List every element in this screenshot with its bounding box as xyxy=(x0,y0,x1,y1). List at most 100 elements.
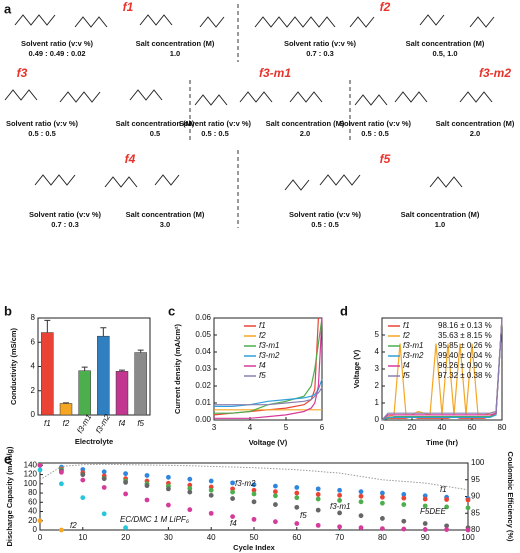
ce-line xyxy=(39,463,469,491)
y-tick-label: 0 xyxy=(31,410,36,419)
x-tick-label: 60 xyxy=(292,533,301,542)
data-point xyxy=(358,513,364,519)
data-point xyxy=(358,525,364,531)
salt-label: Salt concentration (M) xyxy=(406,39,485,48)
y2-tick-label: 100 xyxy=(471,458,485,467)
y-tick-label: 2 xyxy=(375,381,380,390)
data-point xyxy=(123,480,128,485)
y-tick-label: 0 xyxy=(375,415,380,424)
salt-concentration: 1.0 xyxy=(170,49,180,58)
formulation-name: f2 xyxy=(380,0,391,14)
x-tick-label: 4 xyxy=(248,423,253,432)
data-point xyxy=(123,491,128,497)
salt-label: Salt concentration (M) xyxy=(136,39,215,48)
salt-label: Salt concentration (M) xyxy=(436,119,515,128)
formulation-name: f5 xyxy=(380,152,391,166)
solvent-ratio: 0.7 : 0.3 xyxy=(51,220,79,229)
y-tick-label: 8 xyxy=(31,313,36,322)
formulation-name: f3-m2 xyxy=(479,66,511,80)
data-point xyxy=(251,487,257,493)
data-point xyxy=(380,494,385,500)
x-tick-label: 80 xyxy=(378,533,387,542)
legend-label: f4 xyxy=(403,361,410,370)
y-tick-label: 3 xyxy=(375,364,380,373)
molecule-skeleton xyxy=(429,176,463,188)
y-tick-label: 6 xyxy=(31,337,36,346)
bar xyxy=(134,352,147,416)
legend-label: f3-m2 xyxy=(259,351,280,360)
y-tick-label: 2 xyxy=(31,386,36,395)
bar xyxy=(97,335,110,416)
y-tick-label: 0.03 xyxy=(195,364,211,373)
data-point xyxy=(294,490,300,496)
data-point xyxy=(465,527,471,533)
molecule-skeleton xyxy=(199,16,225,28)
data-point xyxy=(315,486,321,492)
solvent-ratio-label: Solvent ratio (v:v %) xyxy=(179,119,252,128)
data-point xyxy=(401,526,407,532)
data-line xyxy=(381,317,503,421)
x-tick-label: 0 xyxy=(38,533,43,542)
y-tick-label: 40 xyxy=(28,507,37,516)
x-tick-label: 20 xyxy=(121,533,130,542)
legend-ce: 98.16 ± 0.13 % xyxy=(438,321,492,330)
molecule-skeleton xyxy=(354,94,388,106)
y-axis-label: Conductivity (mS/cm) xyxy=(9,327,18,405)
bar xyxy=(115,371,129,416)
series-label: f1 xyxy=(440,485,447,494)
data-point xyxy=(422,503,428,509)
molecule-skeleton xyxy=(74,16,108,28)
data-point xyxy=(358,489,364,495)
error-bar xyxy=(100,327,107,337)
y-tick-label: 5 xyxy=(375,330,380,339)
x-tick-label: 50 xyxy=(250,533,259,542)
data-point xyxy=(101,511,107,517)
x-tick-label: f2 xyxy=(63,419,70,428)
series-label: f2 xyxy=(70,521,77,530)
molecule-skeleton xyxy=(59,91,101,103)
salt-label: Salt concentration (M) xyxy=(116,119,195,128)
data-point xyxy=(80,477,86,483)
legend-label: f5 xyxy=(259,371,266,380)
data-point xyxy=(166,474,171,480)
data-point xyxy=(294,504,300,510)
y-tick-label: 4 xyxy=(375,347,380,356)
dividers xyxy=(189,4,351,228)
data-point xyxy=(251,516,257,522)
data-point xyxy=(80,495,86,501)
legend-label: f5 xyxy=(403,371,410,380)
y-tick-label: 80 xyxy=(28,488,37,497)
solvent-ratio-label: Solvent ratio (v:v %) xyxy=(21,39,94,48)
molecule-skeleton xyxy=(319,174,361,186)
data-point xyxy=(380,490,385,496)
data-point xyxy=(294,495,300,501)
data-point xyxy=(422,496,428,502)
solvent-ratio-label: Solvent ratio (v:v %) xyxy=(284,39,357,48)
data-point xyxy=(444,497,449,502)
salt-concentration: 2.0 xyxy=(470,129,480,138)
solvent-ratio-label: Solvent ratio (v:v %) xyxy=(6,119,79,128)
legend-label: f4 xyxy=(259,361,266,370)
formulation-name: f3 xyxy=(17,66,28,80)
salt-concentration: 1.0 xyxy=(435,220,445,229)
molecule-skeleton xyxy=(254,16,336,28)
data-point xyxy=(315,492,321,497)
molecule-skeleton xyxy=(104,176,138,188)
data-point xyxy=(144,483,150,489)
series-label: f3-m1 xyxy=(330,502,350,511)
x-tick-label: 90 xyxy=(421,533,430,542)
x-tick-label: 70 xyxy=(335,533,344,542)
legend-label: f3-m1 xyxy=(403,341,423,350)
data-point xyxy=(337,492,342,498)
data-point xyxy=(208,487,214,493)
x-tick-label: 30 xyxy=(164,533,173,542)
data-point xyxy=(187,486,193,491)
y-tick-label: 0.04 xyxy=(195,347,211,356)
data-point xyxy=(444,523,449,529)
error-bar xyxy=(81,366,88,371)
series-label: EC/DMC 1 M LiPF₆ xyxy=(120,515,190,524)
y-tick-label: 100 xyxy=(24,479,38,488)
molecule-skeleton xyxy=(419,14,445,26)
series-label: F5DEE xyxy=(420,507,446,516)
x-axis-label: Voltage (V) xyxy=(249,438,288,447)
